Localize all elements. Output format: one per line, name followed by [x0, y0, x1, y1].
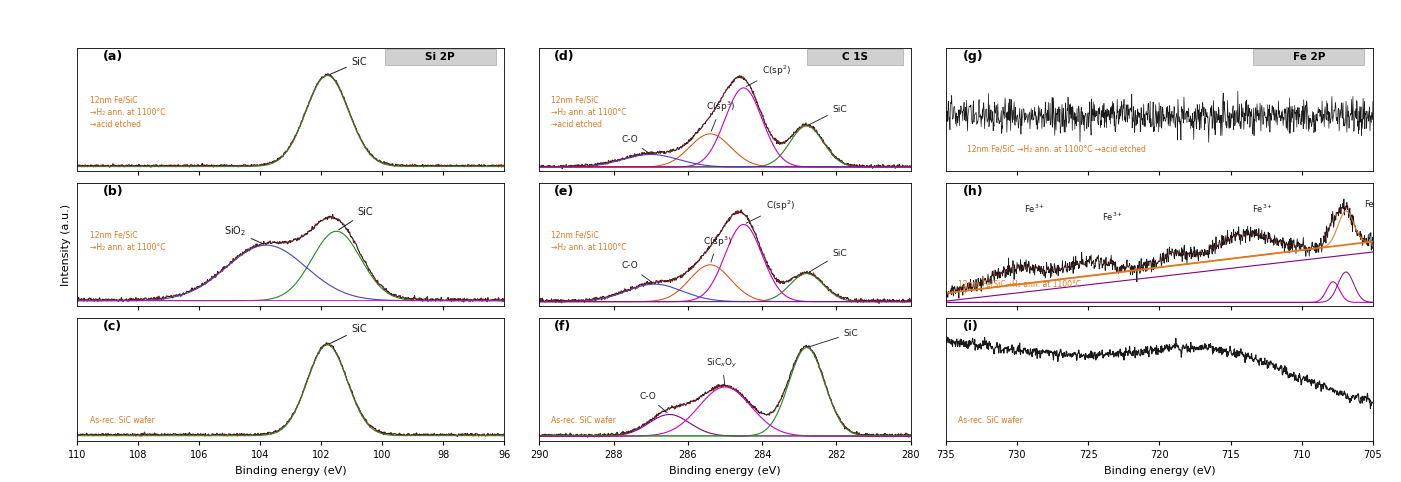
Text: 12nm Fe/SiC: 12nm Fe/SiC: [551, 95, 598, 104]
Text: SiC: SiC: [810, 329, 859, 347]
Text: As-rec. SiC wafer: As-rec. SiC wafer: [90, 415, 154, 425]
Text: SiO$_2$: SiO$_2$: [224, 225, 263, 244]
X-axis label: Binding energy (eV): Binding energy (eV): [235, 466, 346, 476]
Text: →H₂ ann. at 1100°C: →H₂ ann. at 1100°C: [90, 242, 165, 252]
Text: SiC: SiC: [329, 324, 367, 344]
Text: C(sp$^2$): C(sp$^2$): [747, 63, 792, 87]
Text: (d): (d): [555, 51, 574, 64]
Text: (b): (b): [102, 186, 123, 199]
Text: C 1S: C 1S: [842, 53, 869, 62]
Text: SiC: SiC: [329, 56, 367, 74]
Text: C(sp$^3$): C(sp$^3$): [706, 100, 736, 131]
Text: C(sp$^2$): C(sp$^2$): [747, 199, 796, 223]
Y-axis label: Intensity (a.u.): Intensity (a.u.): [62, 203, 71, 286]
Text: As-rec. SiC wafer: As-rec. SiC wafer: [551, 415, 615, 425]
Text: C-O: C-O: [640, 392, 667, 413]
FancyBboxPatch shape: [1254, 50, 1365, 66]
Text: (f): (f): [555, 321, 572, 334]
Text: Fe 2P: Fe 2P: [1293, 53, 1325, 62]
X-axis label: Binding energy (eV): Binding energy (eV): [1104, 466, 1215, 476]
FancyBboxPatch shape: [807, 50, 904, 66]
Text: C-O: C-O: [621, 135, 649, 153]
Text: SiC: SiC: [339, 207, 374, 230]
Text: SiC$_x$O$_y$: SiC$_x$O$_y$: [706, 357, 738, 384]
X-axis label: Binding energy (eV): Binding energy (eV): [670, 466, 780, 476]
Text: (a): (a): [102, 51, 123, 64]
Text: →acid etched: →acid etched: [551, 120, 601, 129]
Text: Fe$^{3+}$: Fe$^{3+}$: [1103, 211, 1124, 223]
Text: Si 2P: Si 2P: [426, 53, 455, 62]
Text: (c): (c): [102, 321, 122, 334]
Text: 12nm Fe/SiC: 12nm Fe/SiC: [551, 230, 598, 239]
Text: SiC: SiC: [810, 105, 848, 125]
FancyBboxPatch shape: [385, 50, 496, 66]
Text: (e): (e): [555, 186, 574, 199]
Text: As-rec. SiC wafer: As-rec. SiC wafer: [958, 415, 1023, 425]
Text: (i): (i): [962, 321, 979, 334]
Text: C-O: C-O: [621, 261, 653, 282]
Text: 12nm Fe/SiC: 12nm Fe/SiC: [90, 230, 137, 239]
Text: →H₂ ann. at 1100°C: →H₂ ann. at 1100°C: [551, 242, 626, 252]
Text: Fe$^{3+}$: Fe$^{3+}$: [1024, 202, 1045, 214]
Text: (g): (g): [962, 51, 984, 64]
Text: Fe$^{3+}$: Fe$^{3+}$: [1252, 202, 1274, 214]
Text: →acid etched: →acid etched: [90, 120, 142, 129]
Text: 12nm Fe/SiC: 12nm Fe/SiC: [90, 95, 137, 104]
Text: →H₂ ann. at 1100°C: →H₂ ann. at 1100°C: [90, 107, 165, 117]
Text: C(sp$^3$): C(sp$^3$): [703, 234, 731, 262]
Text: Fe: Fe: [1365, 200, 1374, 209]
Text: SiC: SiC: [808, 249, 848, 272]
Text: 12nm Fe/SiC →H₂ ann. at 1100°C →acid etched: 12nm Fe/SiC →H₂ ann. at 1100°C →acid etc…: [967, 145, 1146, 153]
Text: (h): (h): [962, 186, 984, 199]
Text: 12nm Fe/SiC→H₂ ann. at 1100°C: 12nm Fe/SiC→H₂ ann. at 1100°C: [958, 280, 1082, 288]
Text: →H₂ ann. at 1100°C: →H₂ ann. at 1100°C: [551, 107, 626, 117]
